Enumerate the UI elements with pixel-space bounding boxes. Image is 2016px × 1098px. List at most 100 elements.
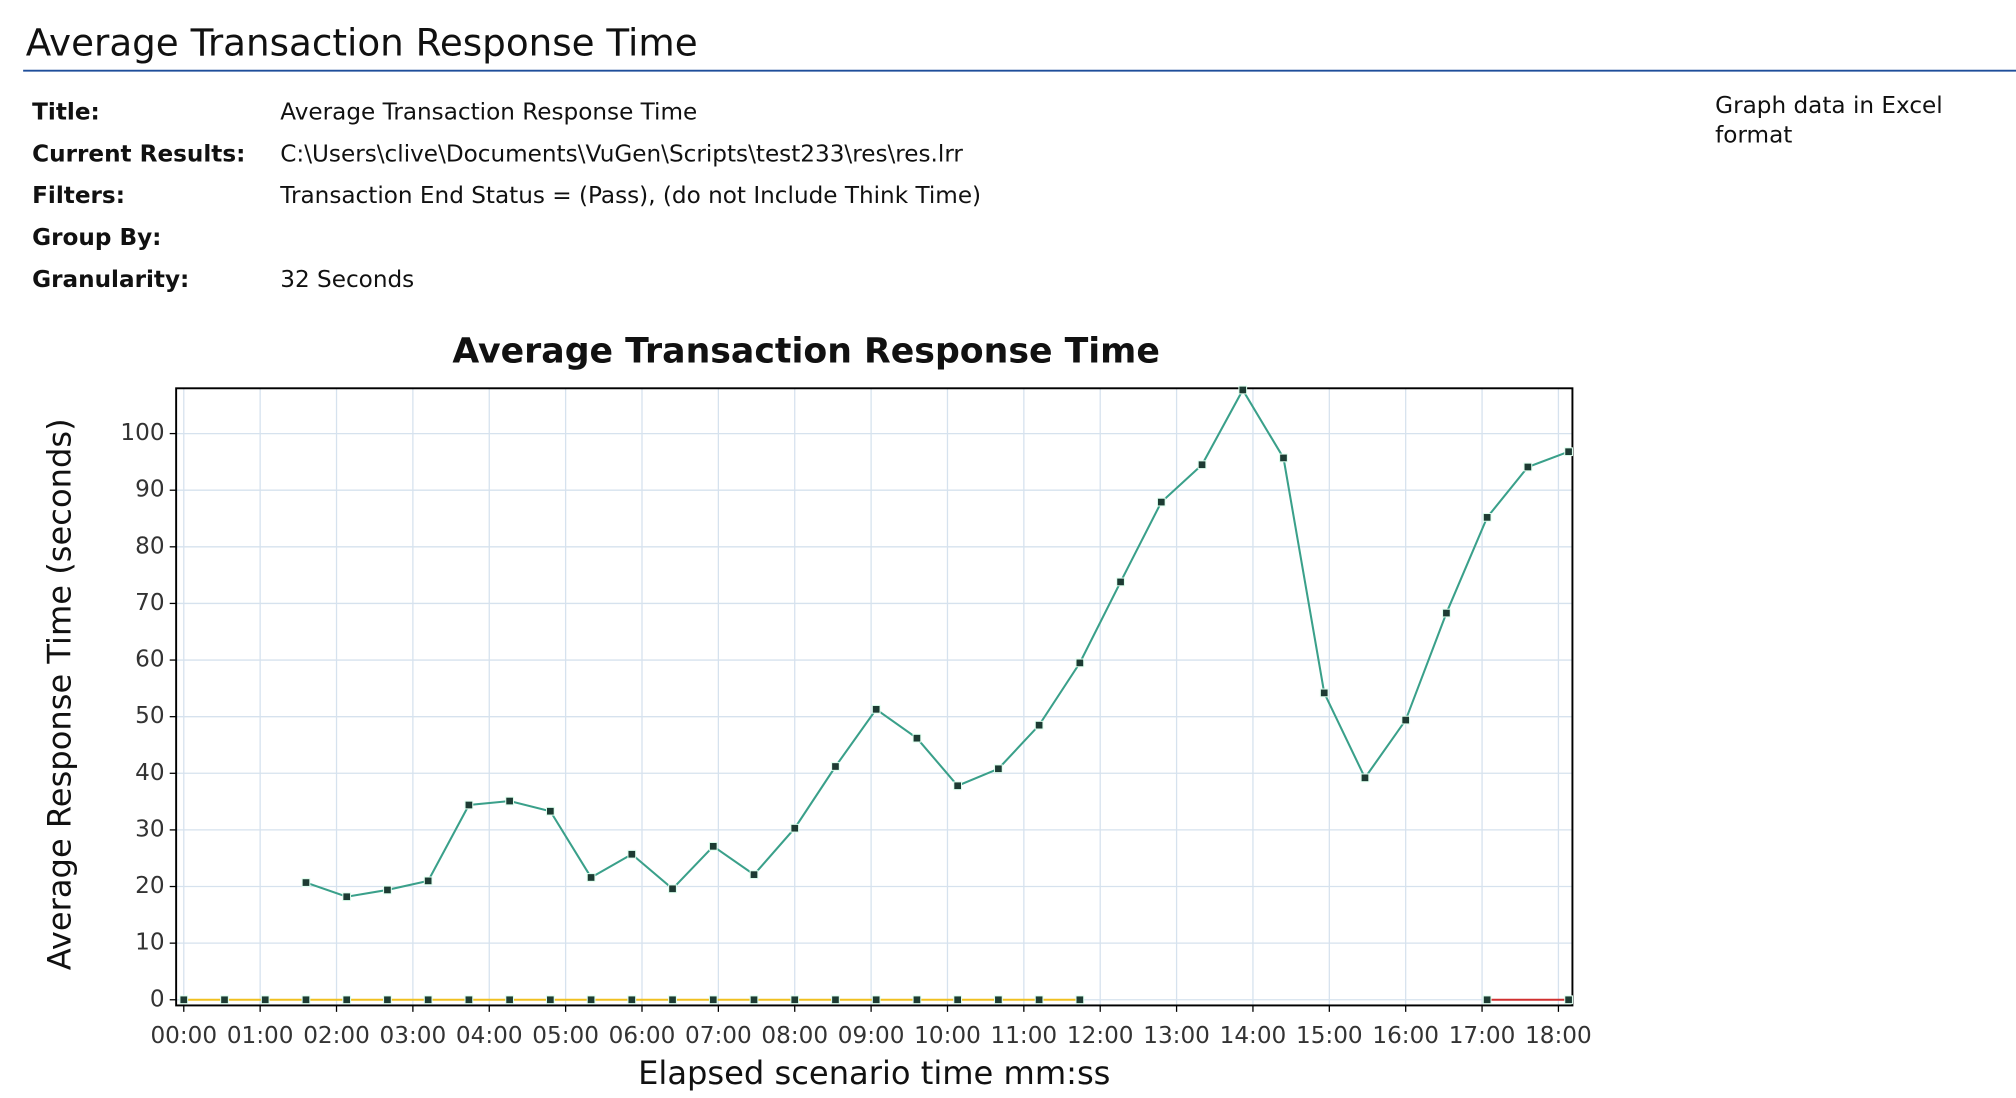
y-tick-label: 0 (150, 986, 165, 1012)
x-tick-label: 12:00 (1067, 1023, 1134, 1049)
data-point (586, 995, 596, 1005)
data-point (1156, 497, 1166, 507)
data-point (627, 995, 637, 1005)
y-tick-label: 80 (135, 533, 164, 559)
field-value: Average Transaction Response Time (280, 100, 697, 126)
data-point (586, 873, 596, 882)
data-point (1238, 385, 1248, 395)
data-point (423, 876, 433, 886)
data-point (1482, 995, 1492, 1005)
data-point (1442, 608, 1451, 618)
data-point (994, 995, 1003, 1005)
y-tick-label: 50 (135, 703, 164, 729)
data-point (1564, 447, 1573, 457)
field-label: Group By: (32, 225, 161, 251)
data-point (505, 796, 514, 806)
excel-link-box: Graph data in Excel format (1715, 92, 1943, 150)
field-label: Title: (32, 100, 100, 126)
data-point (668, 884, 677, 894)
data-point (668, 995, 677, 1005)
x-tick-label: 06:00 (609, 1023, 676, 1049)
data-point (912, 733, 922, 743)
y-tick-label: 10 (135, 930, 164, 956)
data-point (260, 995, 270, 1005)
y-axis-label: Average Response Time (seconds) (41, 418, 79, 970)
field-value: C:\Users\clive\Documents\VuGen\Scripts\t… (280, 141, 963, 167)
data-point (1279, 453, 1288, 463)
data-point (1075, 658, 1085, 668)
x-tick-label: 07:00 (685, 1023, 752, 1049)
data-point (953, 995, 963, 1005)
data-point (790, 995, 800, 1005)
excel-link[interactable]: Graph data in Excel format (1715, 92, 1943, 150)
x-tick-label: 09:00 (838, 1023, 905, 1049)
x-tick-label: 11:00 (991, 1023, 1058, 1049)
data-point (871, 995, 881, 1005)
data-point (383, 995, 392, 1005)
x-tick-label: 03:00 (380, 1023, 447, 1049)
x-tick-label: 14:00 (1220, 1023, 1287, 1049)
data-point (505, 995, 514, 1005)
data-point (1523, 462, 1533, 472)
chart-title: Average Transaction Response Time (452, 331, 1159, 371)
data-point (179, 995, 189, 1005)
y-tick-label: 20 (135, 873, 164, 899)
y-tick-label: 70 (135, 590, 164, 616)
data-point (423, 995, 433, 1005)
data-point (994, 764, 1003, 774)
data-point (342, 995, 352, 1005)
data-point (301, 995, 311, 1005)
x-tick-label: 00:00 (150, 1023, 217, 1049)
data-point (1075, 995, 1085, 1005)
data-point (383, 885, 392, 895)
data-point (301, 878, 311, 887)
y-tick-label: 40 (135, 760, 164, 786)
data-point (831, 762, 840, 771)
field-label: Granularity: (32, 267, 189, 293)
data-point (749, 870, 759, 880)
data-point (1034, 720, 1044, 730)
field-value: Transaction End Status = (Pass), (do not… (279, 183, 981, 209)
data-point (545, 806, 555, 816)
data-point (464, 800, 474, 810)
x-tick-label: 10:00 (914, 1023, 981, 1049)
x-tick-label: 16:00 (1372, 1023, 1439, 1049)
y-tick-label: 60 (135, 647, 164, 673)
data-point (749, 995, 759, 1005)
data-point (220, 995, 229, 1005)
x-tick-label: 02:00 (303, 1023, 370, 1049)
x-tick-label: 15:00 (1296, 1023, 1363, 1049)
x-tick-label: 08:00 (761, 1023, 828, 1049)
y-tick-label: 100 (120, 420, 164, 446)
data-point (627, 849, 637, 859)
series-line (305, 387, 1569, 898)
data-point (871, 704, 881, 714)
data-point (1034, 995, 1044, 1005)
field-label: Filters: (32, 183, 125, 209)
data-point (831, 995, 840, 1005)
x-tick-label: 18:00 (1525, 1023, 1592, 1049)
data-point (1482, 513, 1492, 522)
data-point (953, 781, 963, 791)
x-tick-label: 17:00 (1449, 1023, 1516, 1049)
y-tick-label: 90 (135, 477, 164, 503)
data-point (708, 995, 718, 1005)
data-point (790, 823, 800, 833)
x-tick-label: 05:00 (532, 1023, 599, 1049)
data-point (1564, 995, 1573, 1005)
data-point (342, 892, 352, 902)
data-point (545, 995, 555, 1005)
data-point (1401, 715, 1411, 725)
x-tick-label: 01:00 (227, 1023, 294, 1049)
field-label: Current Results: (32, 141, 245, 167)
x-axis-label: Elapsed scenario time mm:ss (638, 1054, 1110, 1092)
data-point (708, 841, 718, 851)
y-tick-label: 30 (135, 816, 164, 842)
page-heading: Average Transaction Response Time (26, 21, 698, 65)
field-value: 32 Seconds (280, 267, 414, 293)
data-point (1197, 460, 1207, 470)
plot-area (176, 388, 1573, 1006)
plot-border (175, 387, 1574, 1007)
